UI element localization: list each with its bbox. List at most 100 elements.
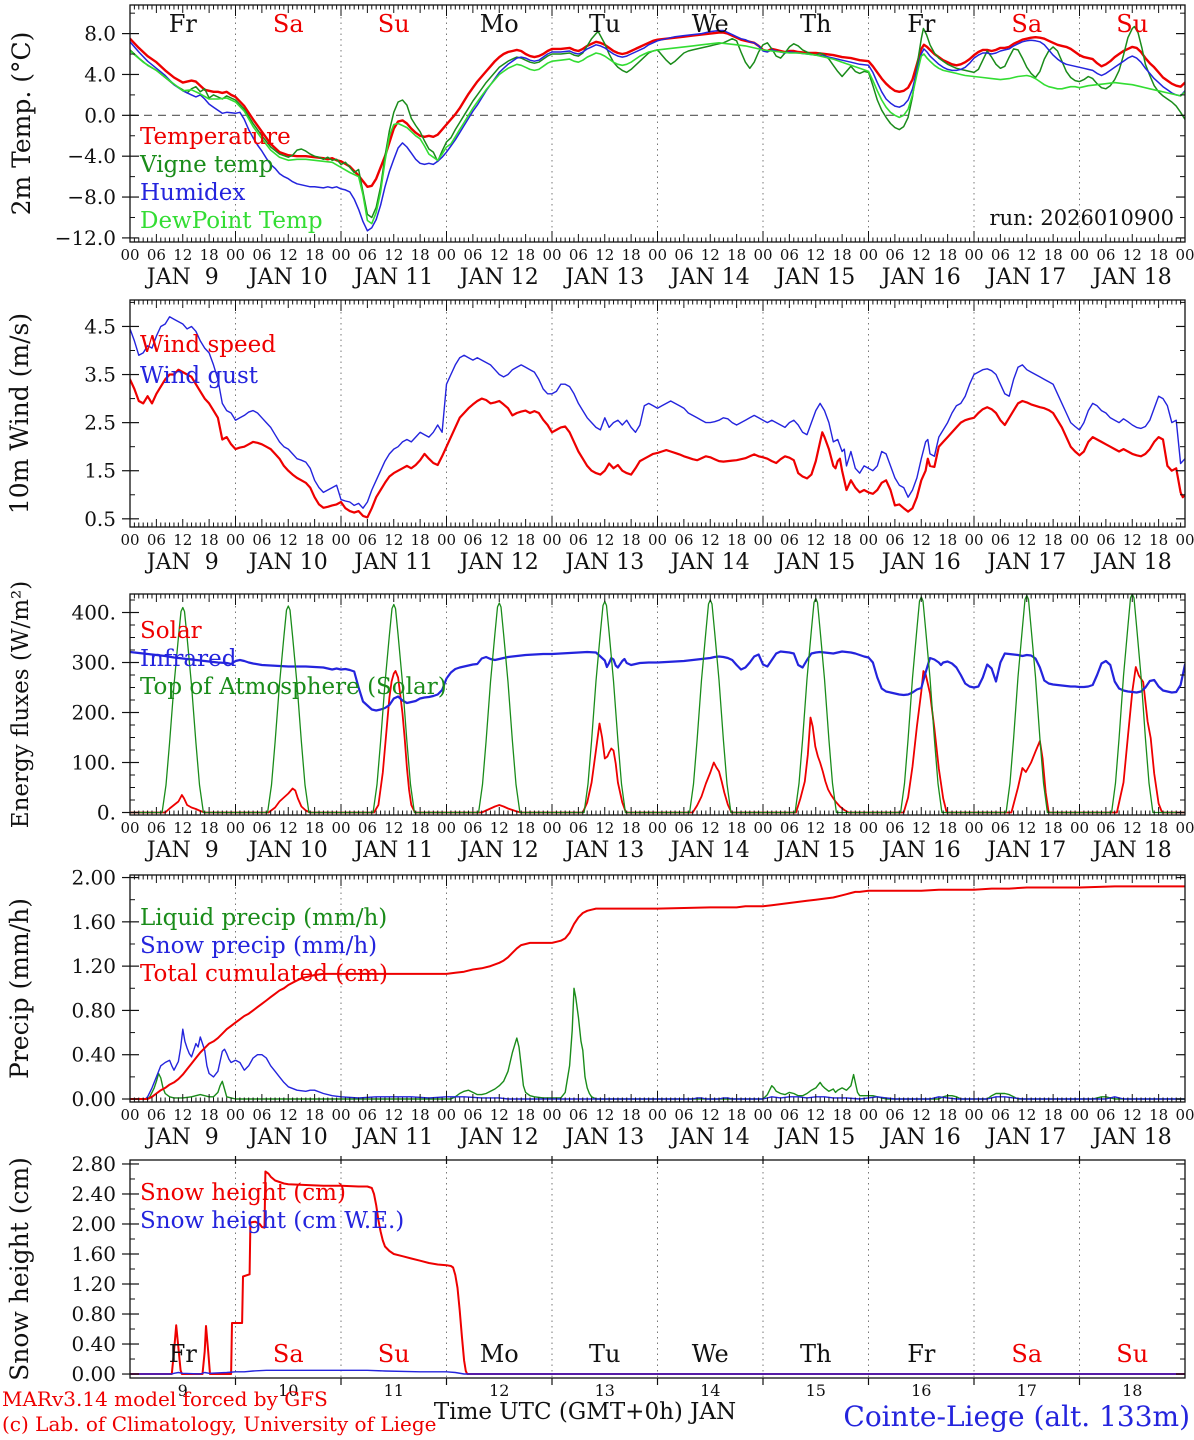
day-label: JAN 15 (774, 838, 855, 863)
hour-label: 06 (463, 246, 482, 264)
hour-label: 06 (1096, 246, 1115, 264)
station-label: Cointe-Liege (alt. 133m) (843, 1400, 1190, 1433)
day-name-label: Su (378, 10, 410, 38)
hour-label: 18 (516, 1106, 535, 1124)
y-ticks: 2.80 2.40 2.00 1.60 1.20 0.80 0.40 0.00 (71, 1152, 1185, 1386)
hour-label: 18 (305, 1106, 324, 1124)
hour-label: 12 (701, 246, 720, 264)
series-snow-height-cm-w-e--line (130, 1369, 1185, 1375)
day-label: JAN 12 (458, 1125, 539, 1150)
panel-frame (129, 593, 1186, 816)
legend-wind: Wind speed Wind gust (140, 332, 276, 389)
series-vigne-temp-line (130, 25, 1185, 219)
legend-snow: Snow height (cm)Snow height (cm W.E.) (140, 1180, 404, 1234)
day-label: JAN 17 (985, 265, 1066, 290)
hour-label: 18 (727, 531, 746, 549)
hour-label: 18 (622, 246, 641, 264)
hour-label: 00 (331, 1106, 350, 1124)
hour-label: 12 (279, 819, 298, 837)
day-number-label: 11 (384, 1381, 404, 1400)
hour-label: 00 (1175, 531, 1194, 549)
hour-label: 18 (516, 246, 535, 264)
day-label: JAN 15 (774, 1125, 855, 1150)
hour-label: 12 (384, 531, 403, 549)
hour-label: 18 (411, 531, 430, 549)
day-number-label: 12 (489, 1381, 509, 1400)
hour-label: 06 (358, 531, 377, 549)
hour-label: 00 (437, 531, 456, 549)
hour-label: 12 (701, 531, 720, 549)
day-number-label: 15 (806, 1381, 826, 1400)
ytick-label: 0.00 (71, 1362, 116, 1386)
day-name-label: Fr (907, 10, 936, 38)
hour-label: 06 (463, 531, 482, 549)
hour-label: 06 (569, 1106, 588, 1124)
hour-label: 18 (622, 819, 641, 837)
day-name-label: Sa (1011, 1340, 1042, 1368)
hour-label: 18 (833, 1106, 852, 1124)
hour-label: 00 (226, 1106, 245, 1124)
hour-label: 06 (463, 819, 482, 837)
hour-label: 06 (569, 819, 588, 837)
hour-label: 00 (226, 819, 245, 837)
day-number-label: 17 (1017, 1381, 1037, 1400)
hour-label: 12 (1017, 1106, 1036, 1124)
hour-label: 18 (516, 531, 535, 549)
y-axis-title: Energy fluxes (W/m²) (8, 581, 34, 828)
hour-label: 06 (885, 246, 904, 264)
day-label: JAN 11 (352, 550, 433, 575)
day-name-label: We (692, 10, 729, 38)
ytick-label: 1.20 (71, 1272, 116, 1296)
day-label: JAN 15 (774, 550, 855, 575)
day-label: JAN 16 (880, 550, 961, 575)
hour-label: 12 (490, 1106, 509, 1124)
hour-label: 18 (200, 246, 219, 264)
hour-label: 00 (964, 246, 983, 264)
legend-top-of-atmosphere-solar-: Top of Atmosphere (Solar) (140, 674, 447, 700)
hour-label: 12 (912, 1106, 931, 1124)
day-label: JAN 13 (563, 265, 644, 290)
hour-label: 00 (648, 246, 667, 264)
x-ticks (129, 875, 1186, 1102)
hour-label: 18 (1149, 1106, 1168, 1124)
day-label: JAN 15 (774, 265, 855, 290)
day-name-label: Mo (480, 1340, 519, 1368)
day-label: JAN 10 (247, 265, 328, 290)
day-label: JAN 18 (1091, 838, 1172, 863)
day-number-label: 9 (178, 1381, 188, 1400)
day-label: JAN 12 (458, 550, 539, 575)
ytick-label: 0.80 (71, 1302, 116, 1326)
hour-label: 06 (358, 1106, 377, 1124)
hour-label: 06 (885, 1106, 904, 1124)
day-label: JAN 10 (247, 1125, 328, 1150)
day-label: JAN 14 (669, 1125, 750, 1150)
hour-label: 12 (1017, 531, 1036, 549)
day-label: JAN 16 (880, 265, 961, 290)
hour-label: 00 (1070, 531, 1089, 549)
x-ticks (129, 5, 1186, 242)
day-number-label: 13 (595, 1381, 615, 1400)
x-ticks (234, 1156, 1081, 1385)
day-label: JAN 14 (669, 838, 750, 863)
hour-label: 06 (780, 1106, 799, 1124)
hour-label: 12 (1017, 819, 1036, 837)
hour-label: 18 (833, 819, 852, 837)
hour-label: 06 (674, 819, 693, 837)
day-label: JAN 10 (247, 550, 328, 575)
hour-label: 18 (305, 819, 324, 837)
hour-label: 06 (252, 819, 271, 837)
day-name-label: Fr (169, 1340, 198, 1368)
time-axis-title: Time UTC (GMT+0h) JAN (433, 1399, 737, 1425)
hour-label: 06 (991, 819, 1010, 837)
series-wind-gust-line (130, 316, 1185, 509)
hour-label: 06 (780, 246, 799, 264)
hour-label: 06 (147, 531, 166, 549)
hour-label: 18 (200, 819, 219, 837)
series-wind-speed-line (130, 368, 1185, 519)
hour-label: 00 (964, 1106, 983, 1124)
series-dewpoint-temp-line (130, 41, 1185, 225)
ytick-label: 1.60 (71, 1242, 116, 1266)
hour-label: 06 (885, 819, 904, 837)
hour-label: 00 (1175, 246, 1194, 264)
day-label: JAN 14 (669, 265, 750, 290)
